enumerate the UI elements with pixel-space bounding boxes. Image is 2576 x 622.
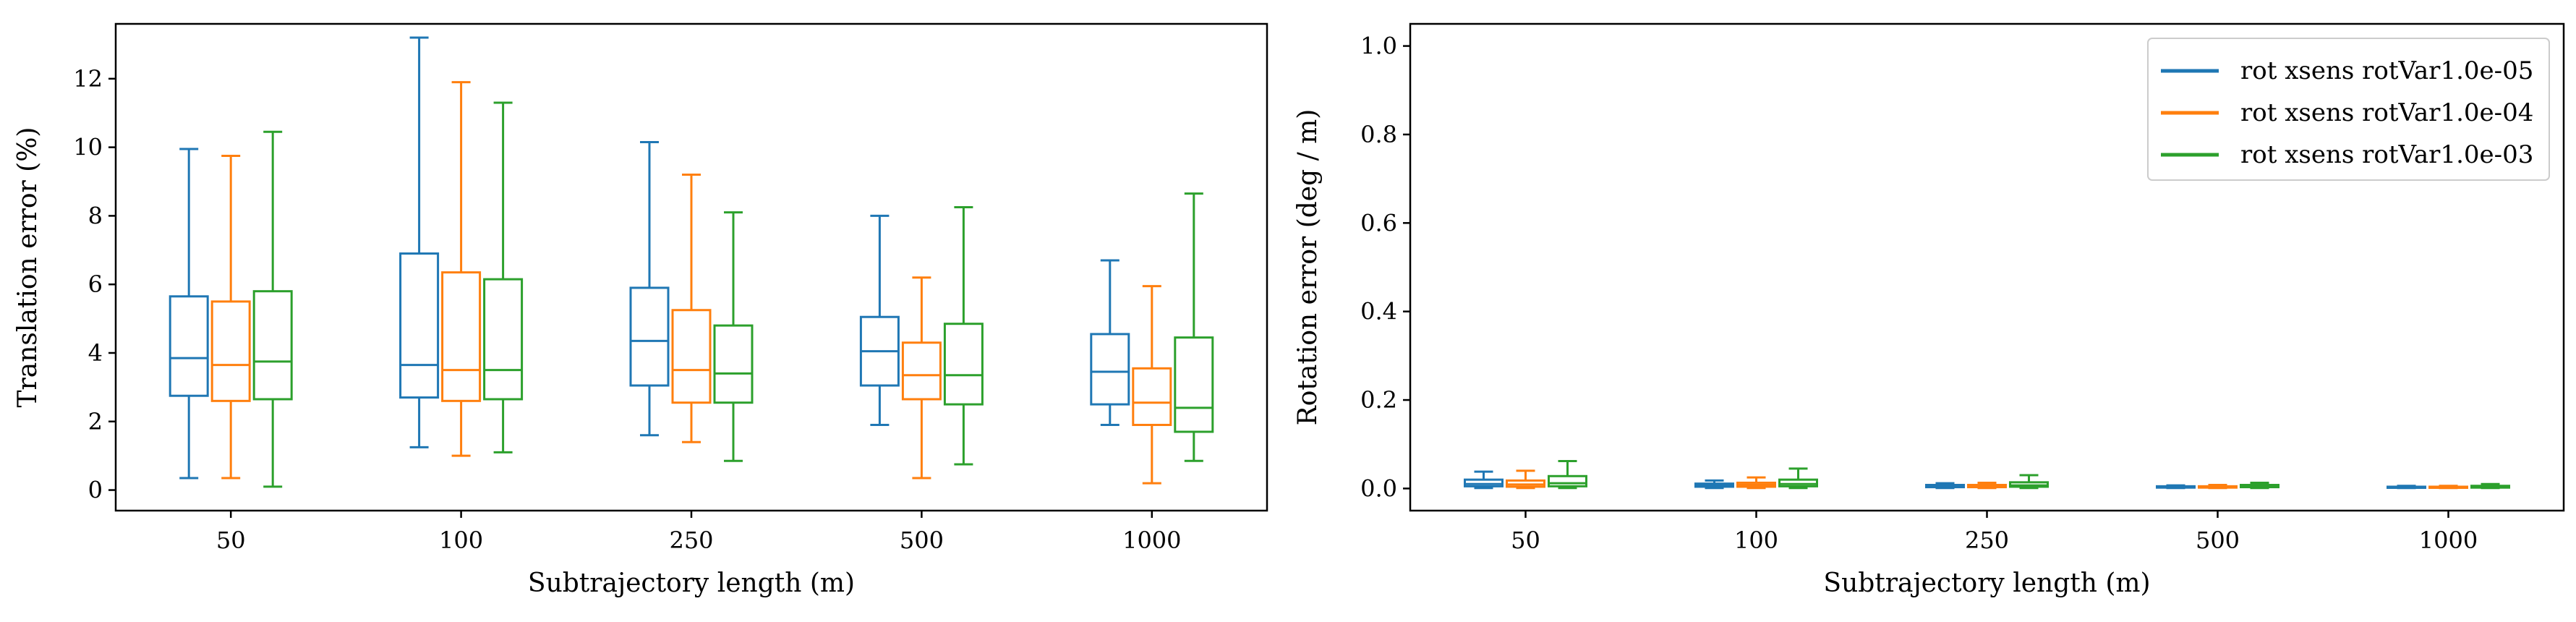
box-iqr [169,295,209,397]
box-iqr [629,286,670,387]
box-iqr [252,290,293,401]
x-tick-label: 1000 [2419,527,2478,554]
x-tick-label: 500 [900,527,944,554]
box-iqr [943,323,984,406]
x-tick-label: 500 [2196,527,2240,554]
box-1000-series-2 [2428,485,2468,490]
y-axis-label: Rotation error (deg / m) [1293,109,1323,426]
box-50-series-2 [1506,469,1545,490]
x-axis-label: Subtrajectory length (m) [528,568,855,598]
y-tick-label: 0.8 [1360,121,1397,148]
y-tick-label: 0.0 [1360,474,1397,502]
box-250-series-1 [1925,482,1965,490]
box-iqr [713,324,754,404]
box-1000-series-3 [2470,482,2510,490]
legend: rot xsens rotVar1.0e-05 rot xsens rotVar1… [2147,38,2550,181]
box-250-series-3 [2009,474,2049,490]
box-250-series-1 [629,141,670,437]
y-tick-label: 0 [88,477,103,504]
y-axis-label: Translation error (%) [13,127,43,408]
box-100-series-1 [399,36,440,448]
box-250-series-2 [1967,481,2007,490]
box-100-series-2 [1736,476,1776,490]
box-100-series-2 [441,81,482,457]
series-3 [252,101,1214,488]
box-50-series-3 [1548,459,1587,490]
box-iqr [671,309,712,404]
x-tick-label: 100 [1734,527,1778,554]
box-iqr [1090,333,1130,406]
box-50-series-1 [1464,470,1504,490]
box-100-series-3 [1778,467,1818,490]
box-500-series-3 [943,206,984,466]
box-iqr [1464,478,1504,487]
legend-label-2: rot xsens rotVar1.0e-04 [2240,98,2533,127]
box-iqr [1174,336,1214,433]
y-tick-label: 8 [88,202,103,229]
box-100-series-3 [483,101,524,453]
x-axis-label: Subtrajectory length (m) [1823,568,2150,598]
box-250-series-2 [671,174,712,443]
box-500-series-3 [2240,481,2279,490]
translation-error-chart: 0 2 4 6 8 10 12 50 100 250 500 1000 Subtrajectory le… [13,22,1268,598]
x-tick-label: 50 [1511,527,1540,554]
y-tick-label: 4 [88,339,103,367]
x-tick-label: 250 [669,527,713,554]
y-tick-label: 12 [73,65,103,93]
box-1000-series-1 [1090,259,1130,427]
box-iqr [399,252,440,399]
box-500-series-2 [2198,484,2238,490]
legend-box [2147,38,2550,181]
box-500-series-2 [901,276,942,480]
box-1000-series-3 [1174,192,1214,462]
box-iqr [1132,367,1172,427]
box-iqr [901,341,942,401]
legend-label-1: rot xsens rotVar1.0e-05 [2240,56,2533,85]
box-500-series-1 [2156,484,2196,490]
x-tick-label: 1000 [1122,527,1181,554]
box-iqr [210,300,251,402]
box-1000-series-2 [1132,285,1172,485]
box-iqr [1778,478,1818,487]
y-tick-label: 1.0 [1360,33,1397,60]
rotation-error-chart: 0.0 0.2 0.4 0.6 0.8 1.0 50 100 250 500 1000 Subtraj… [1293,22,2565,598]
series-3 [1548,459,2510,490]
box-iqr [483,278,524,401]
box-250-series-3 [713,211,754,462]
y-tick-label: 2 [88,408,103,435]
y-tick-label: 0.6 [1360,209,1397,237]
box-500-series-1 [859,214,900,427]
y-tick-label: 6 [88,270,103,298]
y-tick-label: 0.4 [1360,298,1397,325]
series-1 [169,36,1130,480]
x-tick-label: 50 [216,527,246,554]
box-50-series-1 [169,148,209,480]
box-iqr [441,271,482,402]
series-2 [210,81,1172,485]
x-tick-label: 250 [1965,527,2009,554]
box-1000-series-1 [2387,485,2426,490]
y-tick-label: 10 [73,134,103,161]
x-tick-label: 100 [439,527,483,554]
box-50-series-2 [210,154,251,480]
series-1 [1464,470,2426,490]
box-iqr [1548,474,1587,487]
legend-label-3: rot xsens rotVar1.0e-03 [2240,140,2533,169]
box-50-series-3 [252,130,293,488]
box-100-series-1 [1694,479,1734,490]
y-tick-label: 0.2 [1360,386,1397,414]
series-2 [1506,469,2468,490]
